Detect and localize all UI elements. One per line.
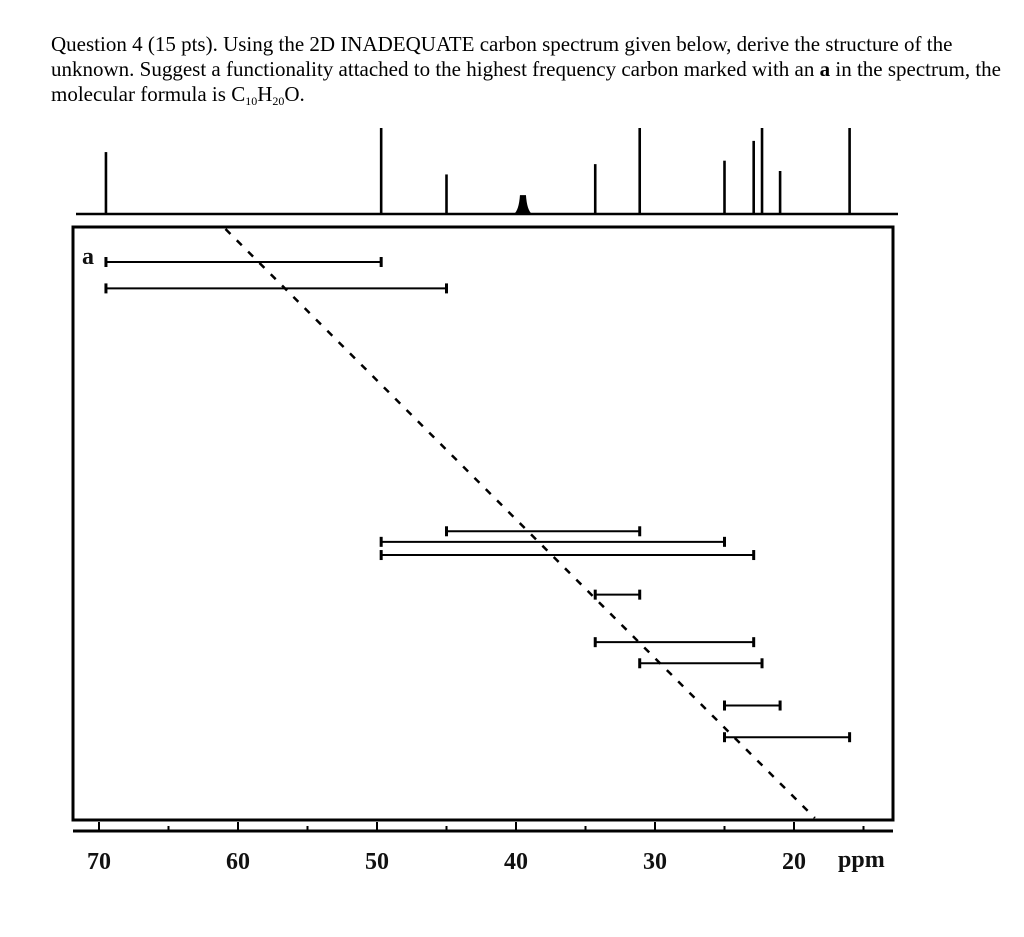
question-part2: in the spectrum, the molecular formula i… — [51, 57, 1001, 106]
formula-o: O. — [284, 82, 305, 106]
x-tick-label-30: 30 — [643, 849, 667, 875]
correlations — [104, 257, 852, 743]
plot-frame — [71, 225, 895, 822]
formula-sub-10: 10 — [245, 94, 258, 108]
x-tick-label-50: 50 — [365, 849, 389, 875]
formula-h: H — [257, 82, 273, 106]
question-text: Question 4 (15 pts). Using the 2D INADEQ… — [51, 32, 1011, 110]
formula-sub-20: 20 — [272, 94, 285, 108]
x-tick-label-70: 70 — [87, 849, 111, 875]
peak-3 — [513, 195, 532, 214]
question-bold-letter: a — [819, 57, 831, 81]
x-axis: 70 60 50 40 30 20 — [73, 822, 893, 875]
x-axis-unit-label: ppm — [838, 847, 885, 873]
peak-label-a: a — [82, 244, 94, 270]
one-d-spectrum — [76, 128, 898, 216]
x-tick-label-60: 60 — [226, 849, 250, 875]
diagonal-line — [224, 228, 816, 819]
question-part1: Question 4 (15 pts). Using the 2D INADEQ… — [51, 32, 953, 81]
x-tick-label-20: 20 — [782, 849, 806, 875]
x-tick-label-40: 40 — [504, 849, 528, 875]
